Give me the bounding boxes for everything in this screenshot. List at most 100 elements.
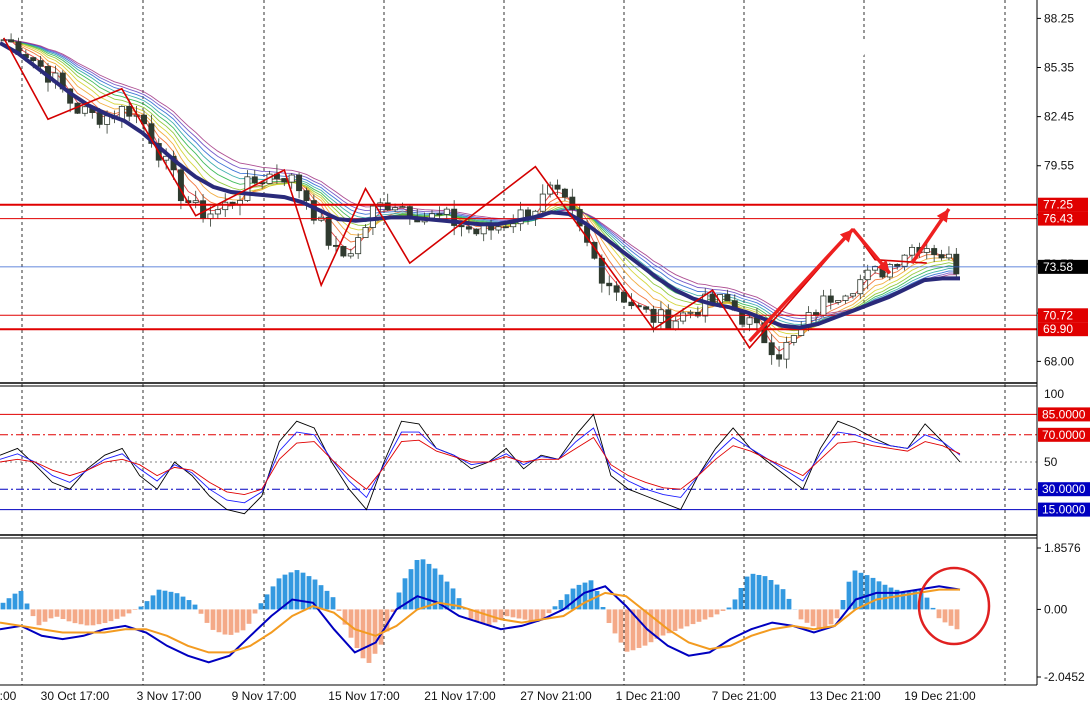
watermark-logo: VATEE [818, 13, 1002, 76]
candle-body [790, 335, 797, 343]
candle-body [643, 306, 650, 310]
macd-line [0, 585, 961, 664]
price-level-tag [1038, 308, 1088, 323]
macd-histogram-bar [672, 609, 678, 631]
macd-histogram-bar [498, 609, 504, 619]
macd-histogram-bar [582, 582, 588, 610]
macd-histogram-bar [762, 576, 768, 610]
macd-histogram-bar [324, 590, 330, 610]
stochastic-level-label: 30.0000 [1042, 482, 1086, 496]
macd-histogram-bar [768, 580, 774, 610]
candle-body [436, 213, 443, 216]
macd-histogram [0, 559, 960, 663]
stochastic-level-label: 70.0000 [1042, 428, 1086, 442]
macd-histogram-bar [546, 609, 552, 614]
macd-histogram-bar [120, 609, 126, 617]
candle-body [362, 227, 369, 238]
macd-histogram-bar [258, 603, 264, 610]
macd-histogram-bar [114, 609, 120, 619]
macd-histogram-bar [288, 572, 294, 610]
macd-histogram-bar [456, 598, 462, 610]
macd-histogram-bar [198, 609, 204, 614]
macd-histogram-bar [876, 581, 882, 610]
macd-histogram-bar [66, 609, 72, 622]
macd-histogram-bar [396, 592, 402, 610]
candle-body [192, 200, 199, 203]
macd-histogram-bar [42, 609, 48, 622]
ema-ribbon-line [3, 39, 957, 326]
macd-histogram-bar [834, 609, 840, 619]
time-axis: :00 30 Oct 17:00 3 Nov 17:00 9 Nov 17:00 15 … [0, 689, 976, 703]
macd-histogram-bar [894, 589, 900, 610]
candle-body [776, 354, 783, 360]
macd-histogram-bar [648, 609, 654, 643]
macd-histogram-bar [510, 609, 516, 618]
macd-histogram-bar [630, 609, 636, 651]
macd-histogram-bar [216, 609, 222, 633]
macd-histogram-bar [54, 609, 60, 617]
candle-body [864, 269, 871, 281]
candle-body [443, 208, 450, 215]
macd-histogram-bar [744, 576, 750, 610]
macd-histogram-bar [780, 589, 786, 610]
macd-histogram-bar [300, 572, 306, 610]
price-tick-label: 88.25 [1044, 11, 1074, 25]
candle-body [606, 282, 613, 287]
macd-histogram-bar [480, 609, 486, 624]
x-tick-label: 19 Dec 21:00 [904, 689, 976, 703]
macd-histogram-bar [822, 609, 828, 627]
macd-histogram-bar [408, 569, 414, 610]
candle-body [399, 206, 406, 209]
macd-histogram-bar [918, 589, 924, 610]
stochastic-axis: 100 85.0000 70.0000 50 30.0000 15.0000 [1038, 387, 1090, 517]
macd-histogram-bar [162, 590, 168, 610]
macd-histogram-bar [564, 594, 570, 610]
candle-body [938, 254, 945, 259]
candle-body [894, 263, 901, 267]
macd-histogram-bar [144, 601, 150, 610]
candle-body [303, 190, 310, 201]
candle-body [842, 295, 849, 301]
price-tick-label: 82.45 [1044, 110, 1074, 124]
candle-body [281, 178, 288, 183]
macd-histogram-bar [342, 609, 348, 625]
candle-body [296, 174, 303, 192]
candle-body [0, 39, 7, 42]
candle-body [251, 176, 258, 184]
candle-body [325, 216, 332, 246]
macd-histogram-bar [840, 600, 846, 610]
candle-body [931, 248, 938, 255]
macd-histogram-bar [534, 609, 540, 622]
macd-histogram-bar [72, 609, 78, 624]
candle-body [451, 208, 458, 226]
candle-body [835, 300, 842, 303]
macd-histogram-bar [270, 586, 276, 610]
candle-body [207, 213, 214, 220]
stochastic-level-label: 15.0000 [1042, 503, 1086, 517]
macd-histogram-bar [150, 595, 156, 610]
macd-histogram-bar [690, 609, 696, 625]
macd-histogram-bar [372, 609, 378, 654]
candle-body [857, 279, 864, 295]
candle-body [539, 193, 546, 212]
macd-histogram-bar [306, 576, 312, 610]
candle-body [488, 225, 495, 231]
macd-histogram-bar [558, 599, 564, 610]
x-tick-label: 9 Nov 17:00 [232, 689, 297, 703]
macd-tick-label: 1.8576 [1044, 541, 1081, 555]
macd-histogram-bar [138, 606, 144, 610]
price-level-label: 77.25 [1043, 198, 1073, 212]
candle-body [340, 246, 347, 257]
macd-histogram-bar [696, 609, 702, 622]
macd-histogram-bar [588, 580, 594, 610]
price-level-tag [1038, 197, 1088, 212]
candle-body [909, 246, 915, 256]
macd-histogram-bar [48, 609, 54, 619]
signal-line [0, 588, 960, 654]
macd-histogram-bar [528, 609, 534, 621]
macd-histogram-bar [738, 588, 744, 610]
macd-histogram-bar [828, 609, 834, 625]
macd-histogram-bar [774, 584, 780, 610]
macd-histogram-bar [882, 584, 888, 610]
macd-histogram-bar [414, 560, 420, 610]
